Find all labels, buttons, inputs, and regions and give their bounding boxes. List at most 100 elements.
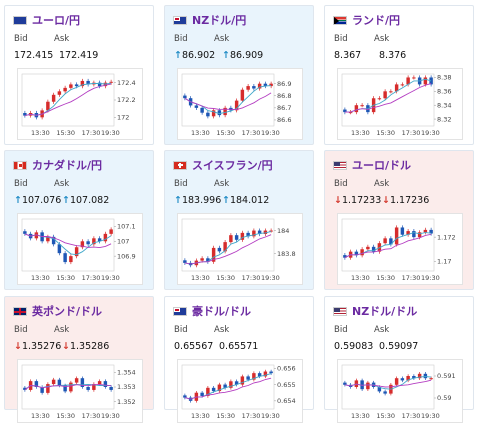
candle-body	[234, 235, 239, 240]
arrow-up-icon: ↑	[174, 195, 182, 206]
intraday-chart[interactable]: 184 183.8 13:30 15:30 17:30 19:30	[177, 213, 303, 285]
rate-card[interactable]: ユーロ/円 Bid Ask 172.415 172.419 172.4 172.2 172 13…	[4, 5, 154, 145]
quote-values: 8.367 8.376	[334, 50, 406, 61]
candle-body	[229, 235, 233, 243]
ask-value-wrap: 0.59097	[379, 341, 418, 352]
moving-average-slow	[344, 233, 432, 259]
ask-value-wrap: 172.419	[59, 50, 98, 61]
candle-body	[429, 378, 433, 380]
moving-average-fast	[184, 230, 272, 265]
candle-body	[383, 238, 387, 244]
candle-body	[257, 373, 262, 377]
intraday-chart[interactable]: 172.4 172.2 172 13:30 15:30 17:30 19:30	[17, 68, 143, 140]
currency-pair-link[interactable]: スイスフラン/円	[192, 159, 273, 172]
intraday-chart[interactable]: 86.9 86.8 86.7 86.6 13:30 15:30 17:30 19:30	[177, 68, 303, 140]
candle-body	[354, 251, 359, 256]
y-tick-label: 8.32	[437, 115, 451, 123]
x-tick-label: 19:30	[421, 129, 440, 137]
rate-card[interactable]: 英ポンド/ドル Bid Ask ↓1.35276↓1.35286 1.354 1.353 1…	[4, 296, 154, 423]
intraday-chart[interactable]: 8.38 8.36 8.34 8.32 13:30 15:30 17:30 19:30	[337, 68, 463, 140]
bid-label: Bid	[174, 179, 188, 189]
currency-pair-link[interactable]: NZドル/ドル	[352, 305, 418, 318]
ask-value: 107.082	[69, 195, 110, 206]
candle-body	[92, 238, 96, 245]
candlestick-chart: 184 183.8 13:30 15:30 17:30 19:30	[181, 218, 296, 282]
rate-card[interactable]: 豪ドル/ドル Bid Ask 0.65567 0.65571 0.656 0.655 0.65…	[164, 296, 314, 423]
candle-body	[366, 246, 370, 250]
rate-card[interactable]: ランド/円 Bid Ask 8.367 8.376 8.38 8.36 8.34 8.32 13:…	[324, 5, 474, 145]
candle-body	[406, 77, 410, 85]
x-tick-label: 17:30	[82, 129, 101, 137]
ask-value: 0.65571	[219, 341, 259, 352]
x-tick-label: 19:30	[261, 129, 280, 137]
y-tick-label: 1.354	[117, 369, 136, 377]
candle-body	[229, 381, 233, 388]
moving-average-slow	[24, 383, 112, 391]
x-tick-label: 15:30	[216, 274, 235, 282]
bid-value-wrap: 0.59083	[334, 341, 379, 352]
candle-body	[246, 86, 250, 90]
bid-value: 86.902	[181, 50, 216, 61]
currency-pair-link[interactable]: カナダドル/円	[32, 159, 103, 172]
currency-pair-link[interactable]: 英ポンド/ドル	[32, 305, 103, 318]
ask-value: 1.17236	[389, 195, 430, 206]
y-tick-label: 0.656	[277, 364, 296, 372]
intraday-chart[interactable]: 107.1 107 106.9 13:30 15:30 17:30 19:30	[17, 213, 143, 285]
currency-pair-link[interactable]: ユーロ/ドル	[352, 159, 412, 172]
candle-body	[423, 373, 428, 379]
currency-pair-link[interactable]: NZドル/円	[192, 14, 247, 27]
candle-body	[92, 384, 96, 390]
rate-card[interactable]: ユーロ/ドル Bid Ask ↓1.17233↓1.17236 1.172 1.17 13:…	[324, 150, 474, 290]
candlestick-chart: 8.38 8.36 8.34 8.32 13:30 15:30 17:30 19:30	[341, 73, 451, 137]
candle-body	[252, 230, 256, 237]
ask-value-wrap: ↑184.012	[222, 195, 269, 206]
candle-body	[429, 77, 433, 85]
intraday-chart[interactable]: 1.172 1.17 13:30 15:30 17:30 19:30	[337, 213, 463, 285]
moving-average-slow	[24, 233, 112, 249]
currency-pair-link[interactable]: ユーロ/円	[32, 14, 81, 27]
rate-card[interactable]: NZドル/ドル Bid Ask 0.59083 0.59097 0.591 0.59 13:3…	[324, 296, 474, 423]
currency-pair-link[interactable]: ランド/円	[352, 14, 401, 27]
x-tick-label: 19:30	[101, 129, 120, 137]
ask-value-wrap: ↓1.17236	[382, 195, 429, 206]
intraday-chart[interactable]: 0.591 0.59 13:30 15:30 17:30 19:30	[337, 359, 463, 423]
rate-card[interactable]: カナダドル/円 Bid Ask ↑107.076↑107.082 107.1 107 106…	[4, 150, 154, 290]
rate-card[interactable]: スイスフラン/円 Bid Ask ↑183.996↑184.012 184 183.8 13…	[164, 150, 314, 290]
currency-pair-link[interactable]: 豪ドル/ドル	[192, 305, 252, 318]
y-tick-label: 1.17	[437, 258, 451, 266]
quote-labels: Bid Ask	[14, 34, 69, 44]
rate-card[interactable]: NZドル/円 Bid Ask ↑86.902 ↑86.909 86.9 86.8 86.7 86…	[164, 5, 314, 145]
candlestick-chart: 1.172 1.17 13:30 15:30 17:30 19:30	[341, 218, 456, 282]
candle-body	[389, 91, 393, 93]
x-tick-label: 17:30	[402, 274, 421, 282]
intraday-chart[interactable]: 1.354 1.353 1.352 13:30 15:30 17:30 19:30	[17, 359, 143, 423]
candle-body	[23, 231, 27, 234]
candlestick-chart: 0.591 0.59 13:30 15:30 17:30 19:30	[341, 364, 456, 420]
x-tick-label: 15:30	[376, 274, 395, 282]
ask-value: 86.909	[229, 50, 264, 61]
intraday-chart[interactable]: 0.656 0.655 0.654 13:30 15:30 17:30 19:30	[177, 359, 303, 423]
us-flag-icon	[333, 306, 347, 316]
chart-plot-area	[341, 73, 435, 127]
y-tick-label: 8.34	[437, 101, 451, 109]
ask-value: 184.012	[229, 195, 270, 206]
bid-value: 172.415	[14, 50, 54, 61]
y-tick-label: 0.59	[437, 394, 451, 402]
ask-label: Ask	[54, 34, 70, 44]
candle-body	[394, 84, 399, 92]
chart-plot-area	[21, 218, 115, 272]
candle-body	[46, 101, 50, 111]
card-header: 豪ドル/ドル	[173, 303, 251, 319]
candle-body	[63, 385, 67, 392]
x-tick-label: 13:30	[351, 129, 370, 137]
candle-body	[206, 258, 210, 262]
candlestick-chart: 0.656 0.655 0.654 13:30 15:30 17:30 19:30	[181, 364, 296, 420]
candle-body	[348, 112, 353, 114]
candle-body	[246, 232, 250, 237]
candle-body	[371, 246, 376, 252]
y-tick-label: 86.8	[277, 92, 291, 100]
candle-body	[252, 86, 256, 89]
y-tick-label: 1.172	[437, 233, 456, 241]
candle-body	[97, 82, 102, 87]
uk-flag-icon	[13, 306, 27, 316]
